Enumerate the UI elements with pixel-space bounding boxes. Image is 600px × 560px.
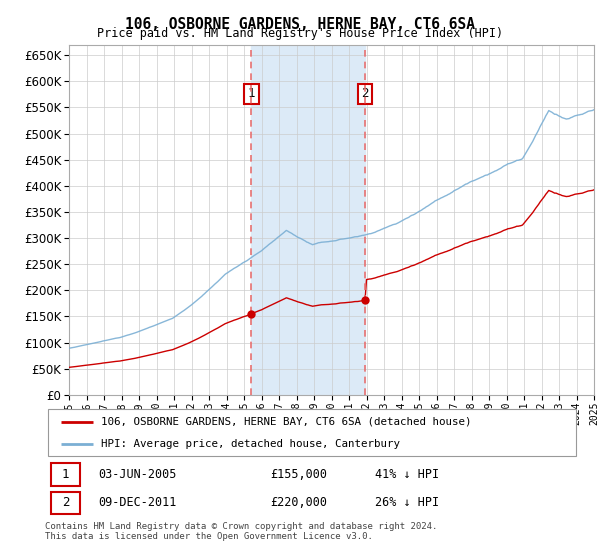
Text: 2: 2 [361, 87, 369, 100]
Text: 09-DEC-2011: 09-DEC-2011 [98, 496, 176, 509]
Text: 2: 2 [62, 496, 69, 509]
Text: 03-JUN-2005: 03-JUN-2005 [98, 468, 176, 481]
Text: 106, OSBORNE GARDENS, HERNE BAY, CT6 6SA (detached house): 106, OSBORNE GARDENS, HERNE BAY, CT6 6SA… [101, 417, 472, 427]
Text: 1: 1 [248, 87, 255, 100]
Text: 1: 1 [62, 468, 69, 481]
Bar [251, 45, 365, 395]
Text: 26% ↓ HPI: 26% ↓ HPI [376, 496, 439, 509]
Text: HPI: Average price, detached house, Canterbury: HPI: Average price, detached house, Cant… [101, 438, 400, 449]
Text: Price paid vs. HM Land Registry's House Price Index (HPI): Price paid vs. HM Land Registry's House … [97, 27, 503, 40]
Text: Contains HM Land Registry data © Crown copyright and database right 2024.
This d: Contains HM Land Registry data © Crown c… [45, 522, 437, 542]
Text: 106, OSBORNE GARDENS, HERNE BAY, CT6 6SA: 106, OSBORNE GARDENS, HERNE BAY, CT6 6SA [125, 17, 475, 32]
FancyBboxPatch shape [50, 463, 80, 486]
FancyBboxPatch shape [50, 492, 80, 514]
Text: £220,000: £220,000 [270, 496, 327, 509]
Text: £155,000: £155,000 [270, 468, 327, 481]
Text: 41% ↓ HPI: 41% ↓ HPI [376, 468, 439, 481]
FancyBboxPatch shape [48, 409, 576, 456]
